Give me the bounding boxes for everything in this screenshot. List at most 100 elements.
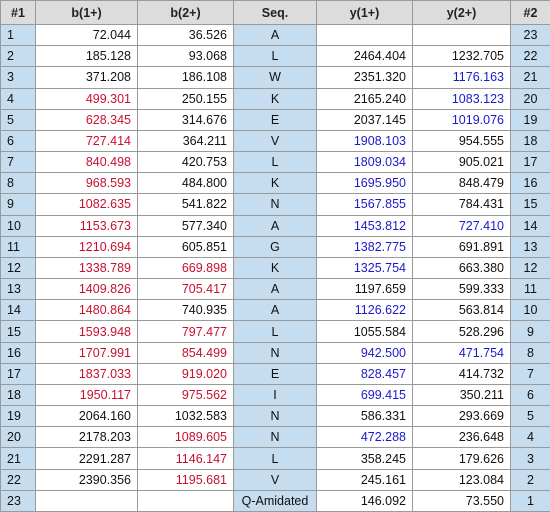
index-cell: 23 [511, 25, 550, 47]
index-cell: 2 [511, 469, 550, 491]
index-cell: 23 [1, 490, 36, 512]
value-cell: 1453.812 [317, 215, 413, 237]
index-cell: 15 [1, 321, 36, 343]
value-cell: 314.676 [138, 109, 234, 131]
value-cell: 905.021 [413, 152, 511, 174]
value-cell: 1593.948 [36, 321, 138, 343]
value-cell: 1153.673 [36, 215, 138, 237]
value-cell: 577.340 [138, 215, 234, 237]
value-cell: 1176.163 [413, 67, 511, 89]
value-cell: 350.211 [413, 384, 511, 407]
value-cell: 186.108 [138, 67, 234, 89]
index-cell: 7 [511, 363, 550, 385]
index-cell: K [234, 173, 317, 195]
index-cell: 10 [511, 300, 550, 322]
value-cell: 727.414 [36, 130, 138, 153]
value-cell: 828.457 [317, 363, 413, 385]
index-cell: A [234, 215, 317, 237]
index-cell: 19 [511, 109, 550, 131]
index-cell: E [234, 109, 317, 131]
value-cell: 1089.605 [138, 427, 234, 449]
index-cell: 5 [511, 406, 550, 428]
value-cell: 586.331 [317, 406, 413, 428]
value-cell: 73.550 [413, 490, 511, 512]
value-cell: 364.211 [138, 130, 234, 153]
value-cell: 1195.681 [138, 469, 234, 491]
index-cell: N [234, 427, 317, 449]
index-cell: N [234, 342, 317, 364]
index-cell: 14 [1, 300, 36, 322]
value-cell: 123.084 [413, 469, 511, 491]
value-cell: 2037.145 [317, 109, 413, 131]
index-cell: K [234, 88, 317, 110]
value-cell: 599.333 [413, 279, 511, 301]
index-cell: 8 [511, 342, 550, 364]
index-cell: Q-Amidated [234, 490, 317, 512]
column-header: y(2+) [413, 1, 511, 25]
value-cell: 797.477 [138, 321, 234, 343]
value-cell [36, 490, 138, 512]
value-cell: 2390.356 [36, 469, 138, 491]
value-cell: 854.499 [138, 342, 234, 364]
value-cell: 1908.103 [317, 130, 413, 153]
value-cell: 245.161 [317, 469, 413, 491]
value-cell: 236.648 [413, 427, 511, 449]
value-cell: 1325.754 [317, 257, 413, 280]
index-cell: 17 [511, 152, 550, 174]
value-cell: 919.020 [138, 363, 234, 385]
value-cell: 975.562 [138, 384, 234, 407]
value-cell: 1082.635 [36, 194, 138, 216]
value-cell: 1019.076 [413, 109, 511, 131]
index-cell: W [234, 67, 317, 89]
value-cell: 541.822 [138, 194, 234, 216]
index-cell: A [234, 279, 317, 301]
index-cell: 18 [511, 130, 550, 153]
value-cell: 471.754 [413, 342, 511, 364]
index-cell: 22 [1, 469, 36, 491]
index-cell: 15 [511, 194, 550, 216]
index-cell: 9 [511, 321, 550, 343]
value-cell: 968.593 [36, 173, 138, 195]
column-header: #2 [511, 1, 550, 25]
index-cell: 21 [1, 448, 36, 470]
index-cell: 18 [1, 384, 36, 407]
value-cell: 563.814 [413, 300, 511, 322]
value-cell: 2291.287 [36, 448, 138, 470]
value-cell: 663.380 [413, 257, 511, 280]
value-cell: 1950.117 [36, 384, 138, 407]
index-cell: G [234, 236, 317, 258]
value-cell: 1567.855 [317, 194, 413, 216]
value-cell: 784.431 [413, 194, 511, 216]
value-cell: 293.669 [413, 406, 511, 428]
index-cell: 19 [1, 406, 36, 428]
index-cell: 11 [1, 236, 36, 258]
value-cell: 628.345 [36, 109, 138, 131]
value-cell: 1382.775 [317, 236, 413, 258]
index-cell: 20 [1, 427, 36, 449]
index-cell: L [234, 46, 317, 68]
index-cell: 2 [1, 46, 36, 68]
index-cell: L [234, 321, 317, 343]
value-cell: 93.068 [138, 46, 234, 68]
value-cell: 528.296 [413, 321, 511, 343]
index-cell: A [234, 25, 317, 47]
value-cell: 2178.203 [36, 427, 138, 449]
value-cell: 669.898 [138, 257, 234, 280]
index-cell: 10 [1, 215, 36, 237]
column-header: b(1+) [36, 1, 138, 25]
index-cell: 21 [511, 67, 550, 89]
index-cell: 5 [1, 109, 36, 131]
index-cell: A [234, 300, 317, 322]
value-cell: 2351.320 [317, 67, 413, 89]
index-cell: 17 [1, 363, 36, 385]
index-cell: 13 [511, 236, 550, 258]
value-cell: 1409.826 [36, 279, 138, 301]
value-cell: 1197.659 [317, 279, 413, 301]
index-cell: 6 [511, 384, 550, 407]
index-cell: L [234, 448, 317, 470]
value-cell: 840.498 [36, 152, 138, 174]
value-cell: 699.415 [317, 384, 413, 407]
value-cell: 1837.033 [36, 363, 138, 385]
value-cell: 691.891 [413, 236, 511, 258]
